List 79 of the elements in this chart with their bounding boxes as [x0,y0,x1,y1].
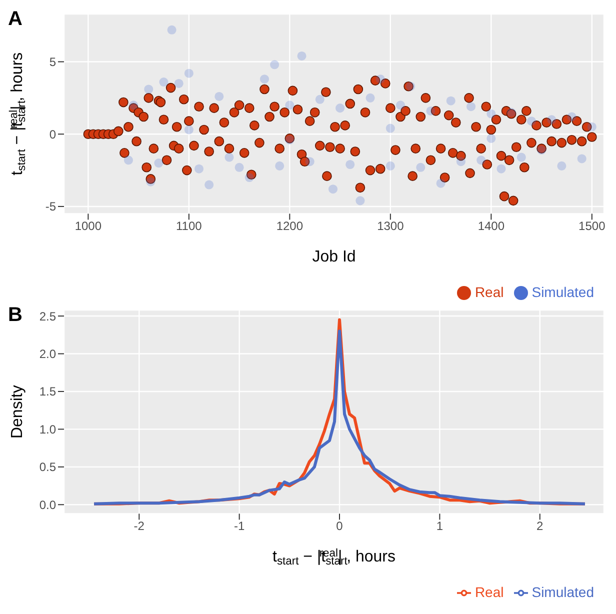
x-tick-label: 2 [536,519,544,534]
x-tick-label: -1 [234,519,245,534]
point [184,68,194,78]
point [214,92,224,101]
point [159,78,168,87]
point [436,178,446,188]
y-tick-label: 0.5 [39,460,56,474]
point [129,100,138,110]
y-axis-title: Density [9,385,26,439]
point [328,184,338,194]
y-tick-label: 2.0 [39,347,56,362]
point [315,94,324,104]
x-tick-label: 0 [336,519,344,534]
point [244,173,254,182]
legend-label: Simulated [532,584,594,600]
x-tick-label: 1000 [74,219,102,234]
legend-label: Simulated [532,284,594,300]
point [234,162,244,172]
point [446,96,456,106]
x-tick-label: 1200 [276,219,304,234]
point [386,124,395,133]
point [154,158,164,168]
point [426,106,436,116]
point [376,74,385,84]
point [260,74,269,84]
point [146,177,156,186]
y-tick-label: 1.5 [39,384,56,399]
x-tick-label: 1100 [176,219,202,234]
y-tick-label: 1.0 [39,422,56,436]
point [224,152,234,162]
x-tick-label: 1300 [377,219,404,234]
point [547,115,556,124]
point [144,84,154,94]
legend-label: Real [474,584,504,600]
x-tick-label: 1500 [578,219,606,234]
point [366,93,375,102]
legend-label: Real [474,284,504,300]
point [167,25,176,34]
point [466,102,476,112]
text: A [8,8,22,31]
point [174,78,184,88]
text: B [8,304,22,327]
point [496,164,506,174]
y-tick-label: 0 [49,127,56,142]
point [297,51,306,60]
x-axis-title: t$_{start}$ − |t$_{start}$$^{real}$| , hours [272,548,396,568]
x-tick-label: -2 [134,519,145,534]
point [577,154,586,164]
y-tick-label: 2.5 [39,309,56,324]
point [486,109,496,118]
y-tick-label: -5 [45,200,56,214]
point [526,116,536,126]
point [416,162,426,172]
x-axis-title: Job Id [312,248,356,266]
point [124,156,133,165]
y-tick-label: 5 [49,55,56,70]
point [270,60,280,70]
point [386,161,395,170]
point [486,134,496,143]
point [204,180,214,190]
x-tick-label: 1400 [478,219,505,234]
point [275,161,284,170]
point [336,104,345,113]
y-tick-label: 0.0 [39,498,56,512]
point [567,112,576,122]
point [516,152,526,162]
point [346,160,355,170]
point [587,122,596,132]
point [396,100,406,110]
point [456,157,466,166]
point [476,156,486,165]
point [406,82,416,91]
point [557,161,566,170]
point [285,100,294,110]
point [184,125,194,134]
point [305,157,314,166]
x-tick-label: 1 [436,519,444,534]
point [356,196,365,206]
point [194,164,204,174]
